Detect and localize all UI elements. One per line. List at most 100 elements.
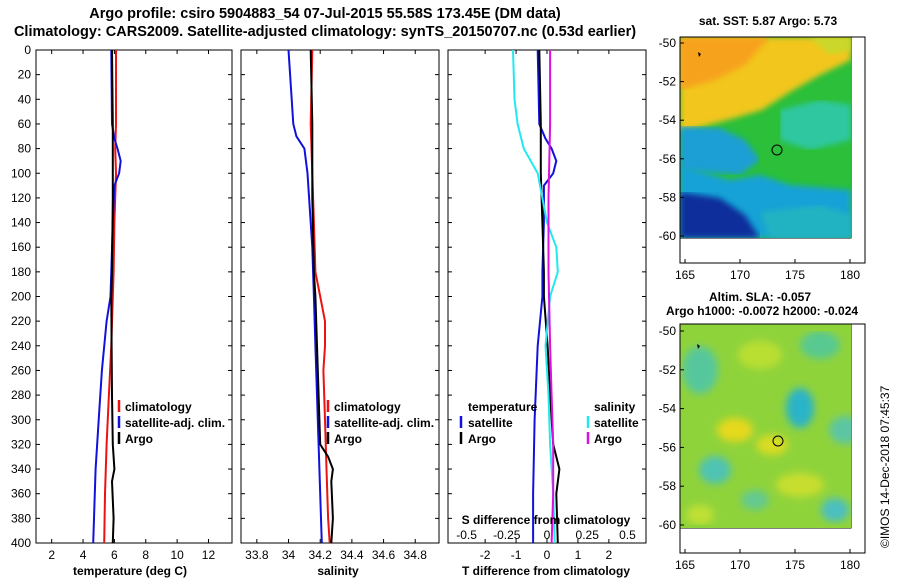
sla-map — [679, 323, 852, 529]
lat-tick-label: -50 — [659, 36, 677, 50]
map-outer-frame — [679, 323, 866, 554]
depth-tick-label: 400 — [11, 536, 31, 550]
depth-tick-label: 20 — [18, 68, 32, 82]
depth-tick-label: 380 — [11, 511, 31, 525]
lon-tick-label: 165 — [675, 558, 695, 572]
legend-t-satellite: satellite — [468, 416, 513, 430]
legend-temperature-title: temperature — [468, 400, 538, 414]
lon-tick-label: 175 — [785, 268, 805, 282]
x-tick-label: 34.6 — [372, 548, 396, 562]
depth-tick-label: 240 — [11, 339, 31, 353]
sla-map-title-2: Argo h1000: -0.0072 h2000: -0.024 — [666, 304, 858, 318]
salinity-legend: climatology satellite-adj. clim. Argo — [326, 400, 434, 446]
legend-argo: Argo — [334, 432, 362, 446]
depth-tick-label: 60 — [18, 117, 32, 131]
legend-satellite: satellite-adj. clim. — [125, 416, 225, 430]
depth-tick-label: 320 — [11, 437, 31, 451]
lat-tick-label: -56 — [659, 152, 677, 166]
lat-tick-label: -54 — [659, 402, 677, 416]
x-tick-label: 8 — [142, 548, 149, 562]
x-tick-label: 4 — [80, 548, 87, 562]
series-line-salinity-argo — [547, 50, 555, 544]
lat-tick-label: -56 — [659, 440, 677, 454]
salinity-plot-area — [240, 49, 440, 544]
depth-axis: 0 20 40 60 80 100 120 140 160 180 200 220 240 260 280 3… — [11, 43, 31, 550]
lat-tick-label: -52 — [659, 363, 677, 377]
x-tick-label: -1 — [511, 548, 522, 562]
x-tick-label: 2 — [606, 548, 613, 562]
lat-tick-label: -52 — [659, 75, 677, 89]
salinity-xlabel: salinity — [317, 564, 359, 578]
depth-tick-label: 160 — [11, 240, 31, 254]
depth-tick-label: 200 — [11, 290, 31, 304]
lat-tick-label: -60 — [659, 229, 677, 243]
temperature-xlabel: temperature (deg C) — [73, 564, 187, 578]
x-tick-label: 34.8 — [404, 548, 428, 562]
page-title-line1: Argo profile: csiro 5904883_54 07-Jul-20… — [89, 6, 561, 22]
lat-tick-label: -58 — [659, 479, 677, 493]
lon-tick-label: 175 — [785, 558, 805, 572]
depth-tick-label: 300 — [11, 413, 31, 427]
imos-timestamp: ©IMOS 14-Dec-2018 07:45:37 — [878, 385, 892, 548]
s-diff-tick-label: -0.25 — [493, 528, 521, 542]
legend-salinity-title: salinity — [594, 400, 636, 414]
sst-land-mark — [698, 52, 701, 57]
depth-tick-label: 40 — [18, 92, 32, 106]
sst-map-title: sat. SST: 5.87 Argo: 5.73 — [699, 14, 838, 28]
series-line-satellite-adj.-clim. — [287, 49, 323, 544]
lon-tick-label: 180 — [840, 268, 860, 282]
temperature-panel: 2 4 6 8 10 12 — [36, 49, 232, 562]
difference-legend: temperature satellite Argo salinity sate… — [459, 400, 639, 446]
difference-top-label: S difference from climatology — [462, 513, 631, 527]
series-line-argo — [309, 49, 334, 544]
x-tick-label: 1 — [575, 548, 582, 562]
difference-xlabel: T difference from climatology — [462, 564, 630, 578]
s-diff-tick-label: 0.5 — [619, 528, 636, 542]
lon-tick-label: 170 — [730, 268, 750, 282]
lat-tick-label: -58 — [659, 190, 677, 204]
x-tick-label: 34.4 — [340, 548, 364, 562]
difference-plot-area — [447, 49, 647, 544]
series-line-temperature-argo — [538, 49, 561, 544]
x-tick-label: 10 — [170, 548, 184, 562]
legend-t-argo: Argo — [468, 432, 496, 446]
x-tick-label: 0 — [544, 548, 551, 562]
sla-field — [680, 324, 851, 528]
lat-tick-label: -50 — [659, 324, 677, 338]
sst-map — [679, 36, 852, 239]
s-diff-tick-label: -0.5 — [456, 528, 477, 542]
x-tick-label: 2 — [48, 548, 55, 562]
sst-argo-position-marker — [771, 144, 783, 156]
x-tick-label: 34.2 — [309, 548, 333, 562]
sla-map-axes: -50 -52 -54 -56 -58 -60 165 170 175 180 — [659, 323, 866, 572]
legend-argo: Argo — [125, 432, 153, 446]
x-tick-label: 33.8 — [245, 548, 269, 562]
depth-tick-label: 260 — [11, 363, 31, 377]
depth-tick-label: 140 — [11, 216, 31, 230]
depth-tick-label: 220 — [11, 314, 31, 328]
x-tick-label: 34 — [282, 548, 296, 562]
legend-s-argo: Argo — [594, 432, 622, 446]
page-title-line2: Climatology: CARS2009. Satellite-adjuste… — [13, 24, 637, 40]
depth-tick-label: 80 — [18, 142, 32, 156]
temperature-legend: climatology satellite-adj. clim. Argo — [117, 400, 225, 446]
sst-map-axes: -50 -52 -54 -56 -58 -60 165 170 175 180 — [659, 36, 866, 282]
series-line-argo — [110, 49, 116, 544]
depth-tick-label: 120 — [11, 191, 31, 205]
x-tick-label: 6 — [111, 548, 118, 562]
depth-tick-label: 100 — [11, 166, 31, 180]
depth-tick-label: 280 — [11, 388, 31, 402]
lat-tick-label: -60 — [659, 518, 677, 532]
lon-tick-label: 165 — [675, 268, 695, 282]
sla-land-mark — [697, 344, 700, 349]
s-diff-tick-label: 0.25 — [576, 528, 600, 542]
lat-tick-label: -54 — [659, 113, 677, 127]
difference-panel: -2 -1 0 1 2 -0.5 -0.25 0 0.25 0.5 — [448, 49, 646, 562]
legend-satellite: satellite-adj. clim. — [334, 416, 434, 430]
s-diff-tick-label: 0 — [544, 528, 551, 542]
sst-field — [680, 37, 851, 238]
legend-climatology: climatology — [125, 400, 192, 414]
lon-tick-label: 180 — [840, 558, 860, 572]
depth-tick-label: 340 — [11, 462, 31, 476]
